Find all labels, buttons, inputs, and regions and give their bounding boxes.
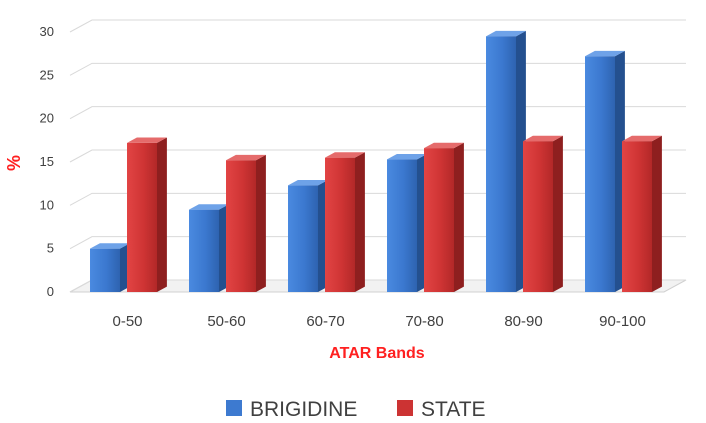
bar-state-60-70 xyxy=(325,152,365,292)
bar-brigidine-50-60 xyxy=(189,204,229,292)
bar-side xyxy=(355,152,365,292)
y-axis-ticks: 0 5 10 15 20 25 30 xyxy=(40,24,54,299)
y-tick-label: 25 xyxy=(40,67,54,82)
legend-swatch xyxy=(226,400,242,416)
bar-top xyxy=(424,142,464,149)
bar-top xyxy=(585,50,625,57)
bar-state-0-50 xyxy=(127,137,167,292)
x-tick-label: 50-60 xyxy=(207,313,245,330)
x-tick-label: 90-100 xyxy=(599,313,646,330)
legend-label: BRIGIDINE xyxy=(250,398,357,421)
bar-side xyxy=(652,135,662,292)
y-axis-title: % xyxy=(4,155,24,171)
bar-state-80-90 xyxy=(523,135,563,292)
bar-brigidine-0-50 xyxy=(90,243,130,292)
y-tick-label: 30 xyxy=(40,24,54,39)
x-tick-label: 60-70 xyxy=(306,313,344,330)
bar-brigidine-80-90 xyxy=(486,30,526,293)
bar-front xyxy=(523,141,553,292)
legend-item-brigidine: BRIGIDINE xyxy=(226,398,357,421)
y-tick-label: 10 xyxy=(40,197,54,212)
bar-top xyxy=(523,135,563,142)
legend-label: STATE xyxy=(421,398,486,421)
bar-side xyxy=(553,135,563,292)
bar-brigidine-90-100 xyxy=(585,50,625,293)
x-axis-categories: 0-50 50-60 60-70 70-80 80-90 90-100 xyxy=(112,313,645,330)
bar-top xyxy=(387,154,427,160)
bar-side xyxy=(256,154,266,292)
bar-top xyxy=(325,152,365,158)
x-tick-label: 80-90 xyxy=(504,313,542,330)
bar-top xyxy=(486,30,526,37)
bar-side xyxy=(454,142,464,292)
bar-top xyxy=(288,180,328,186)
bar-state-90-100 xyxy=(622,135,662,292)
bar-front xyxy=(585,56,615,293)
bar-top xyxy=(127,137,167,143)
x-tick-label: 70-80 xyxy=(405,313,443,330)
bar-front xyxy=(288,185,318,292)
bar-front xyxy=(622,141,652,292)
bar-top xyxy=(189,204,229,210)
bar-state-70-80 xyxy=(424,142,464,292)
bar-brigidine-70-80 xyxy=(387,154,427,292)
bar-front xyxy=(226,160,256,292)
bar-top xyxy=(622,135,662,142)
bar-top xyxy=(90,243,130,249)
bar-front xyxy=(424,148,454,292)
bar-state-50-60 xyxy=(226,154,266,292)
legend: BRIGIDINE STATE xyxy=(226,398,486,421)
bar-front xyxy=(127,142,157,292)
y-tick-label: 0 xyxy=(47,284,54,299)
bars xyxy=(90,30,662,293)
bar-brigidine-60-70 xyxy=(288,180,328,292)
x-axis-title: ATAR Bands xyxy=(329,345,425,362)
legend-swatch xyxy=(397,400,413,416)
bar-front xyxy=(189,209,219,292)
x-tick-label: 0-50 xyxy=(112,313,142,330)
bar-front xyxy=(387,159,417,292)
bar-front xyxy=(486,36,516,293)
bar-front xyxy=(90,248,120,292)
bar-side xyxy=(157,137,167,292)
bar-top xyxy=(226,154,266,161)
y-tick-label: 15 xyxy=(40,154,54,169)
legend-item-state: STATE xyxy=(397,398,486,421)
y-tick-label: 20 xyxy=(40,111,54,126)
bar-front xyxy=(325,157,355,292)
gridline xyxy=(69,19,686,33)
y-tick-label: 5 xyxy=(47,241,54,256)
